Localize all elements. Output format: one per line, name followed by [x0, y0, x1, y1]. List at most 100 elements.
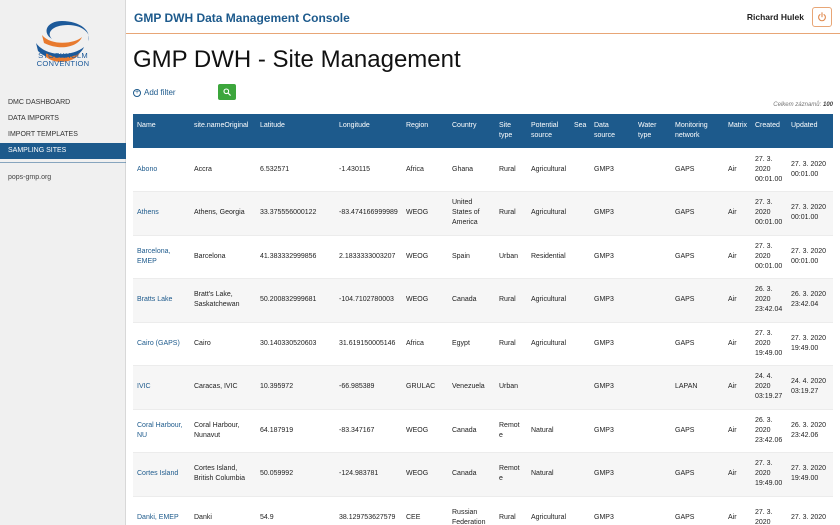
- cell-original: Cortes Island, British Columbia: [190, 452, 256, 497]
- cell-created: 27. 3. 2020 00:01.00: [751, 148, 787, 192]
- site-name-link[interactable]: Cairo (GAPS): [133, 322, 190, 366]
- sidebar-divider: [0, 162, 126, 163]
- table-row[interactable]: Bratts Lake Bratt's Lake, Saskatchewan 50.…: [133, 278, 833, 323]
- search-icon: [223, 88, 231, 96]
- total-count: 100: [822, 102, 833, 108]
- column-header[interactable]: Latitude: [256, 114, 335, 148]
- cell-country: Canada: [448, 452, 495, 497]
- column-header[interactable]: Monitoring network: [671, 114, 724, 148]
- cell-created: 26. 3. 2020 23:42.04: [751, 278, 787, 323]
- cell-matrix: Air: [724, 365, 751, 410]
- site-name-link[interactable]: Barcelona, EMEP: [133, 235, 190, 279]
- column-header[interactable]: Matrix: [724, 114, 751, 148]
- table-row[interactable]: Abono Accra 6.532571 -1.430115 Africa Ghana Ru…: [133, 148, 833, 192]
- cell-original: Barcelona: [190, 235, 256, 279]
- app-title: GMP DWH Data Management Console: [134, 11, 350, 25]
- column-header[interactable]: Name: [133, 114, 190, 148]
- add-filter-link[interactable]: + Add filter: [133, 88, 176, 97]
- column-header[interactable]: site.nameOriginal: [190, 114, 256, 148]
- site-name-link[interactable]: Danki, EMEP: [133, 496, 190, 525]
- cell-lat: 33.375556000122: [256, 191, 335, 236]
- cell-lat: 6.532571: [256, 148, 335, 192]
- site-name-link[interactable]: Abono: [133, 148, 190, 192]
- sidebar-item-data-imports[interactable]: DATA IMPORTS: [8, 115, 59, 122]
- cell-sea: [570, 452, 590, 497]
- cell-created: 27. 3. 2020: [751, 496, 787, 525]
- cell-data-source: GMP3: [590, 148, 634, 192]
- cell-network: GAPS: [671, 452, 724, 497]
- table-row[interactable]: Cortes Island Cortes Island, British Colu…: [133, 452, 833, 497]
- column-header[interactable]: Water type: [634, 114, 671, 148]
- column-header[interactable]: Updated: [787, 114, 833, 148]
- cell-original: Athens, Georgia: [190, 191, 256, 236]
- sidebar-item-sampling-sites[interactable]: SAMPLING SITES: [0, 143, 126, 159]
- header: GMP DWH Data Management Console Richard …: [126, 0, 840, 34]
- logo-text: STOCKHOLM CONVENTION: [0, 52, 126, 68]
- sidebar-item-import-templates[interactable]: IMPORT TEMPLATES: [8, 131, 78, 138]
- cell-updated: 27. 3. 2020 00:01.00: [787, 148, 833, 192]
- cell-water: [634, 409, 671, 453]
- cell-country: United States of America: [448, 191, 495, 236]
- cell-lat: 54.9: [256, 496, 335, 525]
- cell-site-type: Remote: [495, 409, 527, 453]
- power-icon: [818, 12, 826, 22]
- site-name-link[interactable]: IVIC: [133, 365, 190, 410]
- sidebar-nav: DMC DASHBOARD DATA IMPORTS IMPORT TEMPLA…: [0, 95, 126, 159]
- cell-matrix: Air: [724, 322, 751, 366]
- cell-source: Residential: [527, 235, 570, 279]
- cell-sea: [570, 235, 590, 279]
- table-row[interactable]: Danki, EMEP Danki 54.9 38.129753627579 CEE Ru…: [133, 496, 833, 525]
- site-link[interactable]: pops-gmp.org: [8, 174, 52, 181]
- cell-created: 26. 3. 2020 23:42.06: [751, 409, 787, 453]
- sites-table: Name site.nameOriginal Latitude Longitude Re…: [133, 114, 833, 525]
- site-name-link[interactable]: Cortes Island: [133, 452, 190, 497]
- cell-region: WEOG: [402, 191, 448, 236]
- cell-matrix: Air: [724, 409, 751, 453]
- column-header[interactable]: Sea: [570, 114, 590, 148]
- cell-matrix: Air: [724, 278, 751, 323]
- column-header[interactable]: Data source: [590, 114, 634, 148]
- cell-water: [634, 148, 671, 192]
- logout-button[interactable]: [812, 7, 832, 27]
- site-name-link[interactable]: Bratts Lake: [133, 278, 190, 323]
- cell-created: 27. 3. 2020 00:01.00: [751, 191, 787, 236]
- cell-lon: -104.7102780003: [335, 278, 402, 323]
- cell-network: GAPS: [671, 409, 724, 453]
- cell-source: Natural: [527, 409, 570, 453]
- cell-data-source: GMP3: [590, 496, 634, 525]
- cell-site-type: Rural: [495, 322, 527, 366]
- cell-country: Spain: [448, 235, 495, 279]
- cell-lat: 50.059992: [256, 452, 335, 497]
- cell-lon: 2.1833333003207: [335, 235, 402, 279]
- table-row[interactable]: IVIC Caracas, IVIC 10.395972 -66.985389 GRUL…: [133, 365, 833, 410]
- cell-network: GAPS: [671, 322, 724, 366]
- column-header[interactable]: Created: [751, 114, 787, 148]
- user-name[interactable]: Richard Hulek: [746, 12, 804, 22]
- cell-source: Agricultural: [527, 148, 570, 192]
- search-button[interactable]: [218, 84, 236, 100]
- table-row[interactable]: Cairo (GAPS) Cairo 30.140330520603 31.61915…: [133, 322, 833, 366]
- column-header[interactable]: Region: [402, 114, 448, 148]
- cell-updated: 26. 3. 2020 23:42.04: [787, 278, 833, 323]
- cell-created: 27. 3. 2020 19:49.00: [751, 322, 787, 366]
- cell-country: Venezuela: [448, 365, 495, 410]
- site-name-link[interactable]: Athens: [133, 191, 190, 236]
- cell-updated: 24. 4. 2020 03:19.27: [787, 365, 833, 410]
- cell-network: LAPAN: [671, 365, 724, 410]
- table-row[interactable]: Coral Harbour, NU Coral Harbour, Nunavut 6…: [133, 409, 833, 453]
- cell-site-type: Rural: [495, 148, 527, 192]
- sidebar-item-dmc-dashboard[interactable]: DMC DASHBOARD: [8, 99, 71, 106]
- site-name-link[interactable]: Coral Harbour, NU: [133, 409, 190, 453]
- column-header[interactable]: Longitude: [335, 114, 402, 148]
- table-row[interactable]: Athens Athens, Georgia 33.375556000122 -83.…: [133, 191, 833, 236]
- cell-updated: 27. 3. 2020 19:49.00: [787, 452, 833, 497]
- column-header[interactable]: Site type: [495, 114, 527, 148]
- cell-region: Africa: [402, 148, 448, 192]
- column-header[interactable]: Country: [448, 114, 495, 148]
- cell-created: 27. 3. 2020 19:49.00: [751, 452, 787, 497]
- cell-original: Bratt's Lake, Saskatchewan: [190, 278, 256, 323]
- column-header[interactable]: Potential source: [527, 114, 570, 148]
- cell-matrix: Air: [724, 148, 751, 192]
- table-row[interactable]: Barcelona, EMEP Barcelona 41.383332999856 2…: [133, 235, 833, 279]
- cell-sea: [570, 365, 590, 410]
